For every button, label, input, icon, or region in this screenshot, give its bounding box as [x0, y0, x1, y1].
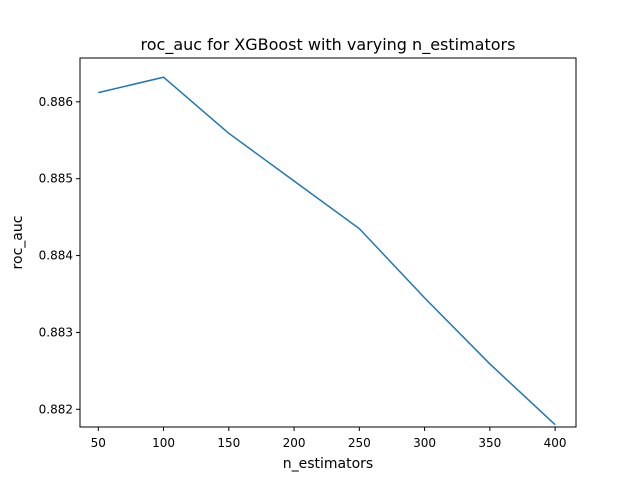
- y-axis-ticks: 0.882 0.883 0.884 0.885 0.886: [39, 95, 80, 416]
- x-tick-label: 100: [152, 436, 175, 450]
- x-tick-label: 200: [283, 436, 306, 450]
- data-point: [487, 361, 492, 366]
- y-tick-label: 0.886: [39, 95, 73, 109]
- data-point: [553, 422, 558, 427]
- data-point: [226, 131, 231, 136]
- data-point: [96, 90, 101, 95]
- x-tick-label: 400: [544, 436, 567, 450]
- data-point: [422, 295, 427, 300]
- y-tick-label: 0.883: [39, 325, 73, 339]
- y-tick-label: 0.884: [39, 249, 73, 263]
- x-tick-label: 300: [413, 436, 436, 450]
- data-point: [161, 75, 166, 80]
- x-tick-label: 150: [217, 436, 240, 450]
- y-tick-label: 0.885: [39, 172, 73, 186]
- data-point: [357, 226, 362, 231]
- data-point: [292, 179, 297, 184]
- y-tick-label: 0.882: [39, 402, 73, 416]
- chart-title: roc_auc for XGBoost with varying n_estim…: [141, 35, 516, 55]
- plot-frame: [79, 57, 577, 428]
- y-axis-label: roc_auc: [10, 216, 26, 270]
- x-tick-label: 50: [91, 436, 106, 450]
- series-line: [98, 76, 556, 426]
- x-tick-label: 250: [348, 436, 371, 450]
- x-tick-label: 350: [478, 436, 501, 450]
- x-axis-ticks: 50 100 150 200 250 300 350 400: [91, 427, 567, 450]
- x-axis-label: n_estimators: [283, 456, 373, 472]
